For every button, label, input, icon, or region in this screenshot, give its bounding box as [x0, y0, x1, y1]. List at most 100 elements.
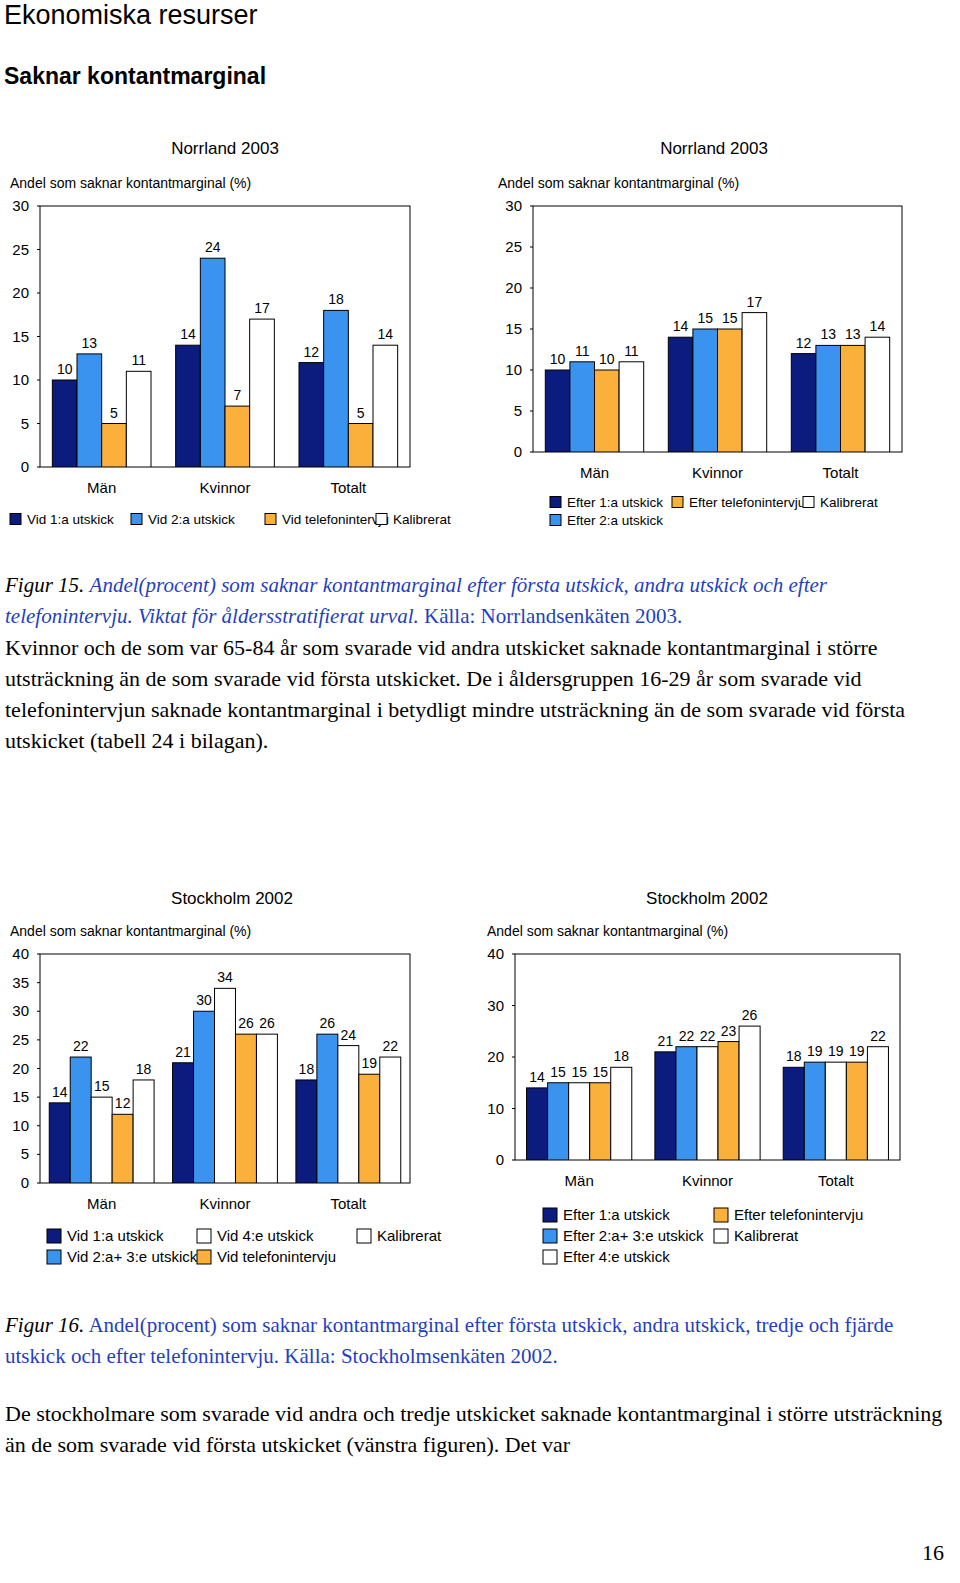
- data-label: 15: [722, 310, 738, 326]
- bar: [655, 1052, 676, 1160]
- legend-swatch: [543, 1208, 557, 1222]
- data-label: 7: [233, 387, 241, 403]
- bar: [590, 1083, 611, 1160]
- data-label: 10: [599, 351, 615, 367]
- chart: Stockholm 2002Andel som saknar kontantma…: [10, 889, 442, 1265]
- y-tick-label: 10: [12, 371, 29, 388]
- x-tick-label: Kvinnor: [200, 1195, 251, 1212]
- caption-label: Figur 16.: [5, 1313, 84, 1337]
- bar: [126, 371, 151, 467]
- legend-label: Kalibrerat: [820, 495, 878, 510]
- y-tick: [37, 293, 40, 294]
- y-tick: [530, 288, 533, 289]
- plot-frame: [40, 954, 410, 1183]
- caption-label: Figur 15.: [5, 573, 84, 597]
- data-label: 22: [382, 1038, 398, 1054]
- paragraph: De stockholmare som svarade vid andra oc…: [5, 1398, 945, 1460]
- bar: [668, 337, 693, 452]
- y-tick: [37, 249, 40, 250]
- data-label: 14: [378, 326, 394, 342]
- legend-swatch: [197, 1250, 211, 1264]
- bar: [77, 354, 102, 467]
- bar: [570, 362, 595, 452]
- data-label: 17: [747, 294, 763, 310]
- y-tick-label: 0: [496, 1151, 504, 1168]
- bar: [200, 258, 225, 467]
- bars: [527, 1026, 889, 1160]
- data-label: 22: [679, 1028, 695, 1044]
- y-tick-label: 30: [487, 997, 504, 1014]
- bar: [825, 1062, 846, 1160]
- bar: [49, 1103, 70, 1183]
- legend-swatch: [265, 514, 276, 525]
- figure-caption: Figur 15. Andel(procent) som saknar kont…: [5, 570, 940, 632]
- caption-text: Andel(procent) som saknar kontantmargina…: [5, 573, 827, 628]
- bar: [619, 362, 644, 452]
- data-label: 22: [700, 1028, 716, 1044]
- plot-frame: [40, 206, 410, 467]
- y-tick: [512, 1160, 515, 1161]
- data-label: 34: [217, 969, 233, 985]
- data-label: 12: [115, 1095, 131, 1111]
- bar: [338, 1046, 359, 1183]
- y-tick: [37, 206, 40, 207]
- bar: [676, 1047, 697, 1160]
- y-tick-label: 20: [12, 284, 29, 301]
- y-tick-label: 40: [12, 945, 29, 962]
- data-label: 24: [205, 239, 221, 255]
- x-tick-label: Kvinnor: [692, 464, 743, 481]
- data-label: 15: [571, 1064, 587, 1080]
- legend-label: Efter 1:a utskick: [563, 1206, 670, 1223]
- data-label: 26: [742, 1007, 758, 1023]
- y-tick: [530, 206, 533, 207]
- data-labels: 142215121821303426261826241922: [52, 969, 398, 1111]
- x-tick-label: Män: [565, 1172, 594, 1189]
- legend-label: Kalibrerat: [377, 1227, 442, 1244]
- y-tick: [530, 452, 533, 453]
- page-number: 16: [922, 1540, 944, 1566]
- x-tick-label: Kvinnor: [682, 1172, 733, 1189]
- y-tick-label: 30: [12, 197, 29, 214]
- bar: [718, 1042, 739, 1160]
- data-label: 17: [254, 300, 270, 316]
- y-tick: [37, 423, 40, 424]
- legend-swatch: [197, 1229, 211, 1243]
- chart: Norrland 2003Andel som saknar kontantmar…: [498, 139, 902, 528]
- section-title: Ekonomiska resurser: [4, 0, 258, 31]
- y-tick-label: 5: [21, 1145, 29, 1162]
- data-label: 15: [550, 1064, 566, 1080]
- y-tick-label: 5: [21, 415, 29, 432]
- bar: [783, 1067, 804, 1160]
- data-label: 19: [807, 1043, 823, 1059]
- chart-title: Norrland 2003: [171, 139, 279, 158]
- heading: Saknar kontantmarginal: [4, 63, 266, 90]
- chart: Norrland 2003Andel som saknar kontantmar…: [10, 139, 451, 527]
- bar: [545, 370, 570, 452]
- bar: [380, 1057, 401, 1183]
- data-label: 19: [828, 1043, 844, 1059]
- data-labels: 101110111415151712131314: [550, 294, 886, 367]
- y-tick: [37, 467, 40, 468]
- legend-swatch: [550, 497, 561, 508]
- y-tick-label: 15: [505, 320, 522, 337]
- paragraph: Kvinnor och de som var 65-84 år som svar…: [5, 632, 930, 756]
- bar: [70, 1057, 91, 1183]
- data-label: 13: [82, 335, 98, 351]
- legend-swatch: [47, 1229, 61, 1243]
- y-tick-label: 30: [505, 197, 522, 214]
- y-tick: [37, 1039, 40, 1040]
- bar: [194, 1011, 215, 1183]
- y-tick-label: 25: [505, 238, 522, 255]
- y-tick: [37, 380, 40, 381]
- legend-label: Efter 2:a+ 3:e utskick: [563, 1227, 704, 1244]
- data-label: 13: [820, 326, 836, 342]
- data-label: 26: [320, 1015, 336, 1031]
- legend-label: Efter 1:a utskick: [567, 495, 663, 510]
- data-label: 11: [131, 352, 146, 368]
- charts-canvas: Norrland 2003Andel som saknar kontantmar…: [0, 0, 960, 1583]
- x-tick-label: Kvinnor: [200, 479, 251, 496]
- chart-title: Norrland 2003: [660, 139, 768, 158]
- y-tick: [37, 954, 40, 955]
- legend-swatch: [672, 497, 683, 508]
- y-tick: [530, 247, 533, 248]
